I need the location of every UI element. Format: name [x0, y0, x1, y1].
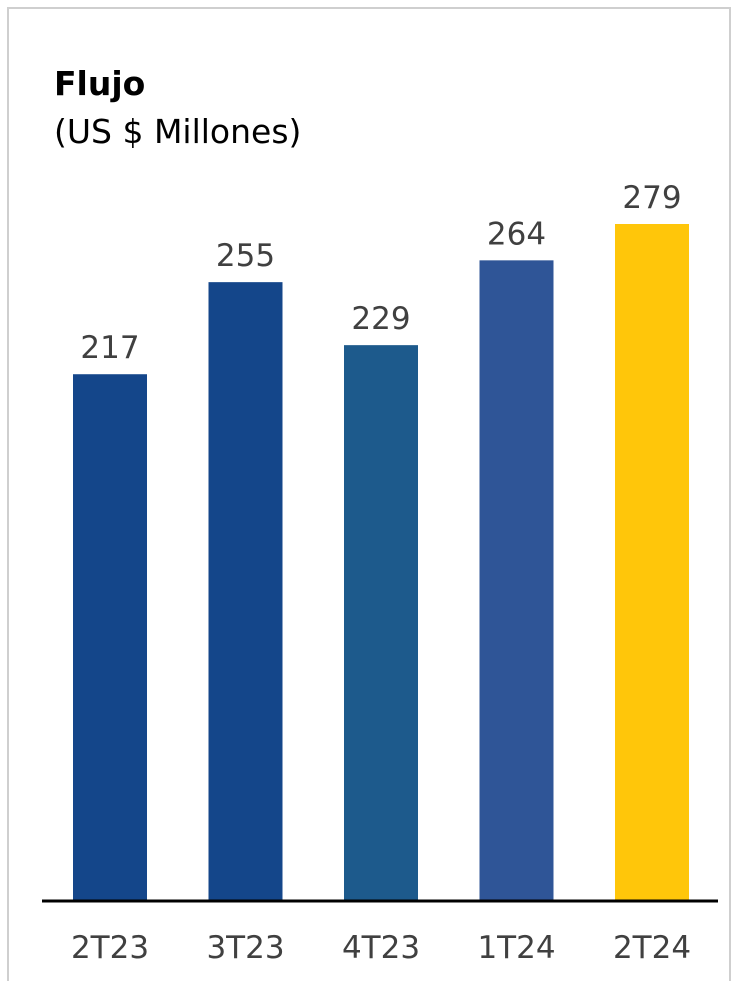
bar-3t23	[208, 282, 283, 901]
value-label-2t23: 217	[80, 330, 139, 366]
chart-frame	[7, 7, 731, 981]
category-label-3t23: 3T23	[206, 930, 284, 966]
category-labels-group: 2T23 3T23 4T23 1T24 2T24	[71, 930, 691, 966]
bars-group	[73, 224, 689, 901]
bar-2t24	[615, 224, 689, 900]
category-label-2t24: 2T24	[613, 930, 691, 966]
category-label-2t23: 2T23	[71, 930, 149, 966]
chart-title: Flujo	[54, 64, 146, 103]
bar-1t24	[479, 260, 554, 900]
bar-4t23	[344, 345, 418, 900]
category-label-4t23: 4T23	[342, 930, 420, 966]
value-labels-group: 217 255 229 264 279	[80, 180, 681, 366]
value-label-4t23: 229	[351, 301, 410, 337]
value-label-2t24: 279	[622, 180, 681, 216]
chart-subtitle: (US $ Millones)	[54, 112, 302, 151]
bar-2t23	[73, 374, 147, 900]
category-label-1t24: 1T24	[477, 930, 555, 966]
value-label-3t23: 255	[216, 238, 275, 274]
value-label-1t24: 264	[487, 216, 546, 252]
